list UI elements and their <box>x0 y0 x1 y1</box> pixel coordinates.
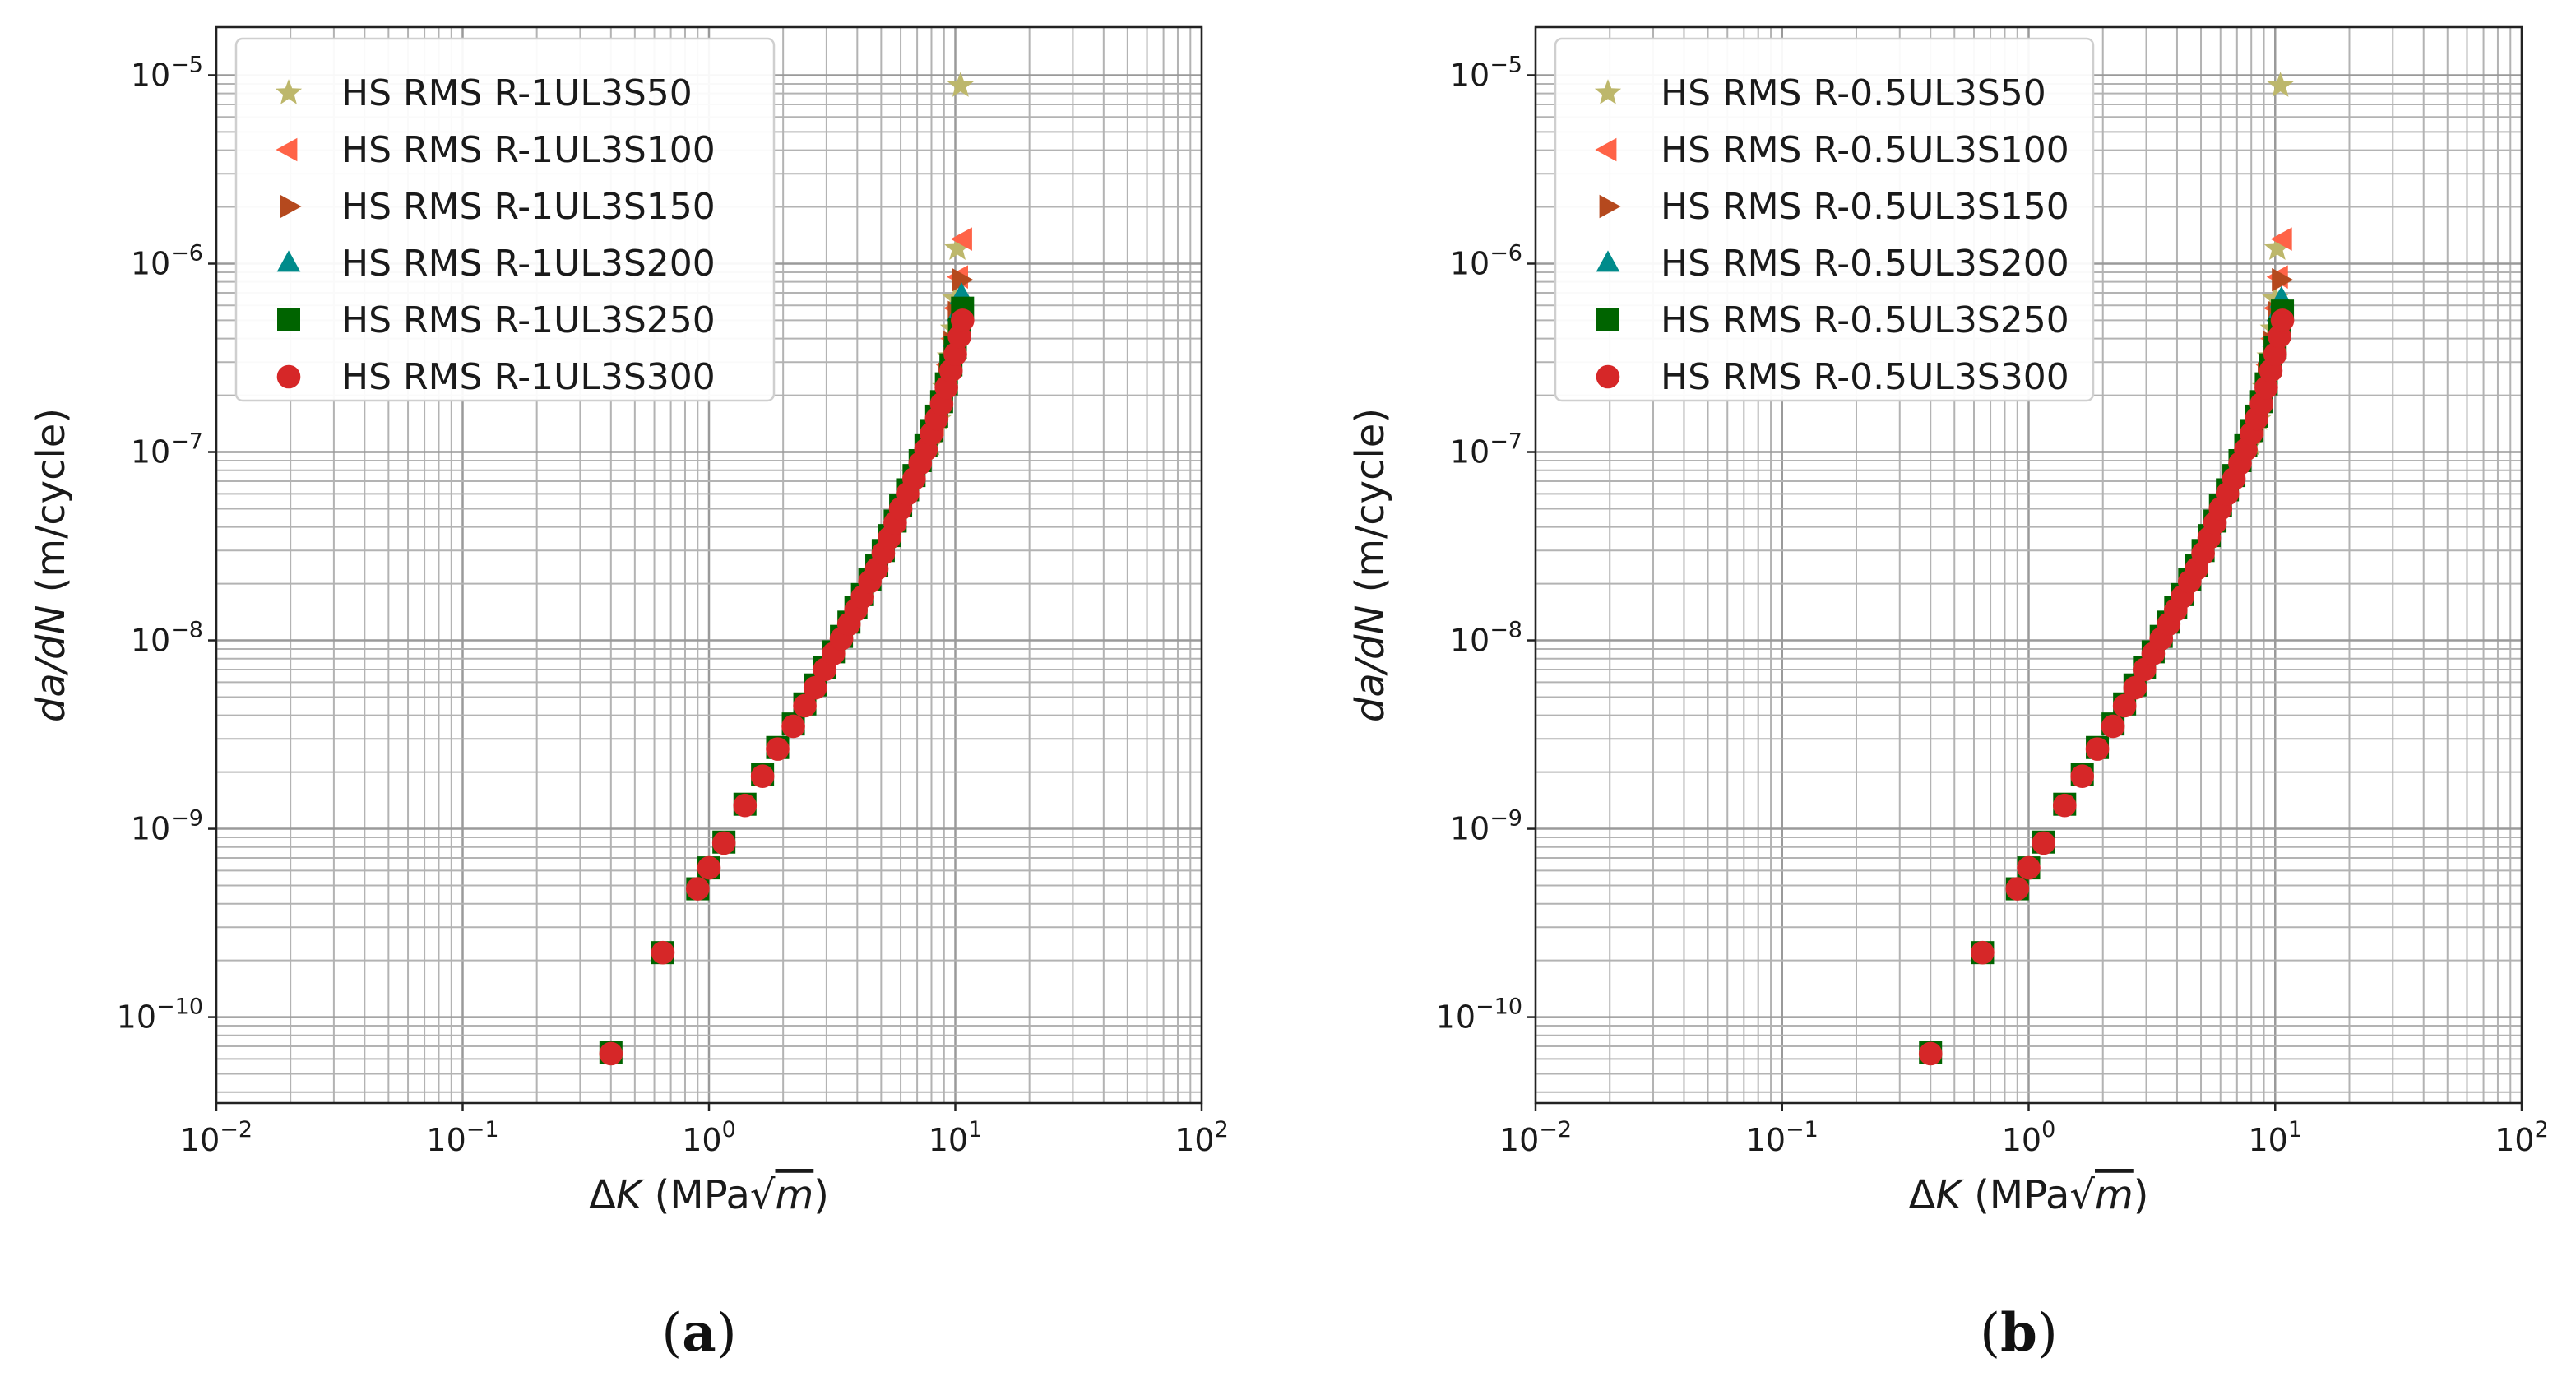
data-point <box>2123 675 2147 700</box>
legend-marker <box>1595 137 1617 162</box>
data-point <box>2070 764 2094 789</box>
data-point <box>2112 693 2137 718</box>
panel-b: 10−2 10−1 100 101 102 10−10 10−9 10−8 10−7 10−6 10… <box>1347 25 2549 1364</box>
data-point <box>944 234 971 260</box>
y-tick-label: 10−5 <box>131 52 203 93</box>
data-point <box>685 877 710 901</box>
legend-marker <box>277 308 300 331</box>
legend-label: HS RMS R-1UL3S200 <box>341 243 716 285</box>
legend: HS RMS R-1UL3S50 HS RMS R-1UL3S100 HS RMS … <box>234 37 776 402</box>
data-point <box>2272 267 2294 292</box>
x-tick-label: 10−2 <box>1499 1117 1572 1158</box>
series-circle <box>1918 308 2295 1066</box>
x-tick-label: 10−1 <box>1746 1117 1818 1158</box>
series-circle <box>599 308 975 1066</box>
data-point <box>766 737 790 761</box>
legend-marker <box>276 250 301 272</box>
data-point <box>2005 877 2030 901</box>
data-point <box>711 831 736 855</box>
data-point <box>1971 940 1995 965</box>
y-axis-label: da/dN (m/cycle) <box>28 408 74 722</box>
data-points <box>599 72 975 1066</box>
legend-label: HS RMS R-0.5UL3S300 <box>1661 356 2069 398</box>
x-tick-label: 101 <box>2248 1117 2302 1158</box>
data-point <box>2032 831 2055 855</box>
y-tick-label: 10−7 <box>131 429 203 470</box>
data-point <box>697 855 721 880</box>
data-point <box>2270 227 2292 251</box>
data-point <box>952 267 974 292</box>
data-point <box>733 793 758 818</box>
y-tick-label: 10−7 <box>1450 429 1522 470</box>
data-point <box>651 940 675 965</box>
legend: HS RMS R-0.5UL3S50 HS RMS R-0.5UL3S100 HS … <box>1554 37 2095 402</box>
legend-label: HS RMS R-1UL3S50 <box>341 72 693 114</box>
data-point <box>950 227 972 251</box>
legend-label: HS RMS R-1UL3S250 <box>341 299 716 341</box>
y-tick-label: 10−10 <box>117 994 203 1036</box>
y-axis-label: da/dN (m/cycle) <box>1347 408 1393 722</box>
legend-label: HS RMS R-1UL3S150 <box>341 186 716 228</box>
data-point <box>2053 793 2077 818</box>
legend-marker <box>280 194 302 219</box>
panel-a: 10−2 10−1 100 101 102 10−10 10−9 10−8 10−7 10−6 10… <box>28 25 1229 1364</box>
data-point <box>793 693 817 718</box>
legend-marker <box>276 364 301 389</box>
legend-marker <box>1599 194 1621 219</box>
data-point <box>2267 72 2294 97</box>
data-point <box>803 675 827 700</box>
legend-label: HS RMS R-0.5UL3S200 <box>1661 243 2069 285</box>
x-tick-label: 101 <box>929 1117 983 1158</box>
data-point <box>2263 234 2291 260</box>
legend-marker <box>275 79 303 104</box>
legend-marker <box>1594 79 1622 104</box>
data-point <box>781 714 805 739</box>
y-tick-label: 10−5 <box>1450 52 1522 93</box>
y-tick-label: 10−9 <box>131 806 203 847</box>
legend-label: HS RMS R-0.5UL3S150 <box>1661 186 2069 228</box>
x-tick-label: 102 <box>2495 1117 2549 1158</box>
y-tick-label: 10−8 <box>1450 618 1522 659</box>
y-tick-label: 10−6 <box>131 240 203 281</box>
legend-marker <box>276 137 298 162</box>
legend-label: HS RMS R-0.5UL3S100 <box>1661 129 2069 171</box>
data-point <box>2270 308 2295 332</box>
data-point <box>2017 855 2041 880</box>
x-tick-label: 100 <box>682 1117 736 1158</box>
legend-marker <box>1596 308 1619 331</box>
legend-box <box>1554 37 2095 402</box>
x-tick-label: 102 <box>1174 1117 1229 1158</box>
x-tick-label: 10−2 <box>180 1117 253 1158</box>
legend-marker <box>1596 250 1620 272</box>
y-tick-label: 10−10 <box>1436 994 1522 1036</box>
legend-label: HS RMS R-0.5UL3S50 <box>1661 72 2046 114</box>
x-axis-label: ΔK (MPa√m) <box>589 1172 829 1218</box>
data-points <box>1918 72 2295 1066</box>
data-point <box>2263 342 2287 367</box>
panel-caption: (a) <box>661 1302 736 1364</box>
panel-caption: (b) <box>1980 1302 2058 1364</box>
x-tick-label: 10−1 <box>426 1117 498 1158</box>
legend-label: HS RMS R-1UL3S100 <box>341 129 716 171</box>
y-tick-label: 10−6 <box>1450 240 1522 281</box>
legend-label: HS RMS R-1UL3S300 <box>341 356 716 398</box>
y-tick-label: 10−9 <box>1450 806 1522 847</box>
data-point <box>1918 1041 1943 1066</box>
legend-marker <box>1596 364 1620 389</box>
data-point <box>599 1041 623 1066</box>
y-tick-label: 10−8 <box>131 618 203 659</box>
data-point <box>947 72 974 97</box>
data-point <box>2101 714 2125 739</box>
data-point <box>951 308 975 332</box>
legend-box <box>234 37 776 402</box>
legend-label: HS RMS R-0.5UL3S250 <box>1661 299 2069 341</box>
data-point <box>943 342 967 367</box>
data-point <box>2085 737 2110 761</box>
x-axis-label: ΔK (MPa√m) <box>1908 1172 2148 1218</box>
data-point <box>750 764 775 789</box>
x-tick-label: 100 <box>2002 1117 2056 1158</box>
